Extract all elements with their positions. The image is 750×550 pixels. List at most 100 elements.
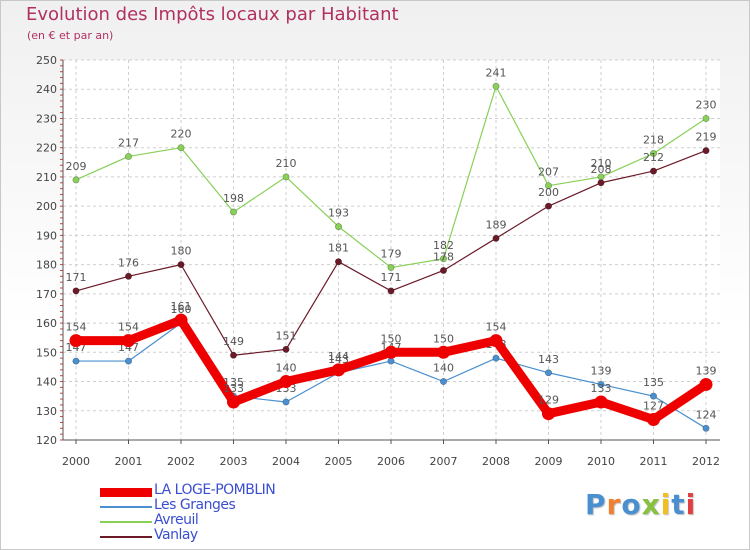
data-point bbox=[69, 334, 83, 348]
x-tick-label: 2001 bbox=[115, 455, 143, 468]
x-tick-label: 2003 bbox=[220, 455, 248, 468]
x-tick-label: 2008 bbox=[482, 455, 510, 468]
data-point bbox=[177, 144, 185, 152]
y-tick-label: 250 bbox=[36, 54, 57, 67]
data-label: 144 bbox=[328, 350, 349, 363]
data-point bbox=[649, 392, 657, 400]
data-point bbox=[387, 264, 395, 272]
data-label: 133 bbox=[591, 382, 612, 395]
data-point bbox=[649, 150, 657, 158]
data-point bbox=[177, 261, 185, 269]
y-tick-label: 190 bbox=[36, 229, 57, 242]
data-point bbox=[230, 351, 238, 359]
data-point bbox=[125, 357, 133, 365]
data-point bbox=[437, 345, 450, 359]
data-point bbox=[439, 266, 447, 274]
data-point bbox=[125, 272, 133, 280]
legend-label: LA LOGE-POMBLIN bbox=[154, 482, 276, 498]
data-label: 154 bbox=[486, 321, 507, 334]
data-point bbox=[334, 258, 342, 266]
x-tick-label: 2005 bbox=[325, 455, 353, 468]
x-tick-label: 2012 bbox=[692, 455, 720, 468]
data-label: 209 bbox=[66, 160, 87, 173]
data-point bbox=[282, 173, 290, 181]
data-label: 154 bbox=[118, 321, 139, 334]
data-label: 179 bbox=[381, 248, 402, 261]
data-point bbox=[702, 147, 710, 155]
data-point bbox=[647, 413, 660, 427]
legend-swatch bbox=[100, 506, 152, 508]
y-tick-label: 180 bbox=[36, 259, 57, 272]
data-point bbox=[489, 334, 503, 348]
x-tick-label: 2009 bbox=[535, 455, 563, 468]
data-label: 200 bbox=[538, 186, 559, 199]
data-point bbox=[439, 255, 447, 263]
data-label: 241 bbox=[486, 66, 507, 79]
data-point bbox=[125, 152, 133, 160]
data-label: 212 bbox=[643, 151, 664, 164]
data-point bbox=[542, 407, 555, 421]
data-point bbox=[387, 287, 395, 295]
proxiti-logo: Proxiti bbox=[585, 488, 697, 521]
data-point bbox=[72, 357, 80, 365]
x-tick-label: 2007 bbox=[430, 455, 458, 468]
data-point bbox=[282, 345, 290, 353]
data-point bbox=[594, 395, 608, 409]
chart-subtitle: (en € et par an) bbox=[27, 29, 114, 42]
data-label: 161 bbox=[171, 300, 192, 313]
x-tick-label: 2002 bbox=[167, 455, 195, 468]
data-label: 171 bbox=[381, 271, 402, 284]
data-point bbox=[384, 345, 398, 359]
x-tick-label: 2011 bbox=[640, 455, 668, 468]
y-tick-label: 220 bbox=[36, 142, 57, 155]
data-label: 217 bbox=[118, 136, 139, 149]
legend-label: Vanlay bbox=[154, 527, 198, 543]
data-point bbox=[282, 398, 290, 406]
data-label: 181 bbox=[328, 242, 349, 255]
data-point bbox=[492, 82, 500, 90]
data-label: 176 bbox=[118, 256, 139, 269]
data-point bbox=[334, 223, 342, 231]
y-tick-label: 120 bbox=[36, 434, 57, 447]
data-label: 180 bbox=[171, 245, 192, 258]
data-label: 150 bbox=[381, 332, 402, 345]
data-label: 210 bbox=[276, 157, 297, 170]
legend-label: Les Granges bbox=[154, 497, 236, 513]
y-tick-label: 230 bbox=[36, 112, 57, 125]
data-label: 198 bbox=[223, 192, 244, 205]
plot-area bbox=[63, 60, 720, 440]
data-point bbox=[649, 167, 657, 175]
data-label: 154 bbox=[66, 321, 87, 334]
data-point bbox=[597, 179, 605, 187]
data-point bbox=[492, 234, 500, 242]
data-label: 150 bbox=[433, 332, 454, 345]
data-label: 149 bbox=[223, 335, 244, 348]
data-label: 140 bbox=[276, 362, 297, 375]
data-label: 127 bbox=[643, 400, 664, 413]
data-point bbox=[544, 202, 552, 210]
data-label: 143 bbox=[538, 353, 559, 366]
y-tick-label: 160 bbox=[36, 317, 57, 330]
legend-swatch bbox=[100, 488, 152, 497]
y-tick-label: 240 bbox=[36, 83, 57, 96]
x-tick-label: 2000 bbox=[62, 455, 90, 468]
data-label: 218 bbox=[643, 134, 664, 147]
data-point bbox=[597, 380, 605, 388]
data-point bbox=[702, 424, 710, 432]
data-point bbox=[227, 395, 240, 409]
data-label: 219 bbox=[696, 131, 717, 144]
data-label: 230 bbox=[696, 98, 717, 111]
legend-swatch bbox=[100, 521, 152, 523]
data-point bbox=[72, 287, 80, 295]
data-label: 140 bbox=[433, 362, 454, 375]
y-tick-label: 200 bbox=[36, 200, 57, 213]
data-label: 178 bbox=[433, 250, 454, 263]
data-label: 139 bbox=[591, 364, 612, 377]
legend-label: Avreuil bbox=[154, 512, 199, 528]
data-point bbox=[387, 357, 395, 365]
data-label: 207 bbox=[538, 166, 559, 179]
data-label: 189 bbox=[486, 218, 507, 231]
y-tick-label: 170 bbox=[36, 288, 57, 301]
data-label: 151 bbox=[276, 329, 297, 342]
